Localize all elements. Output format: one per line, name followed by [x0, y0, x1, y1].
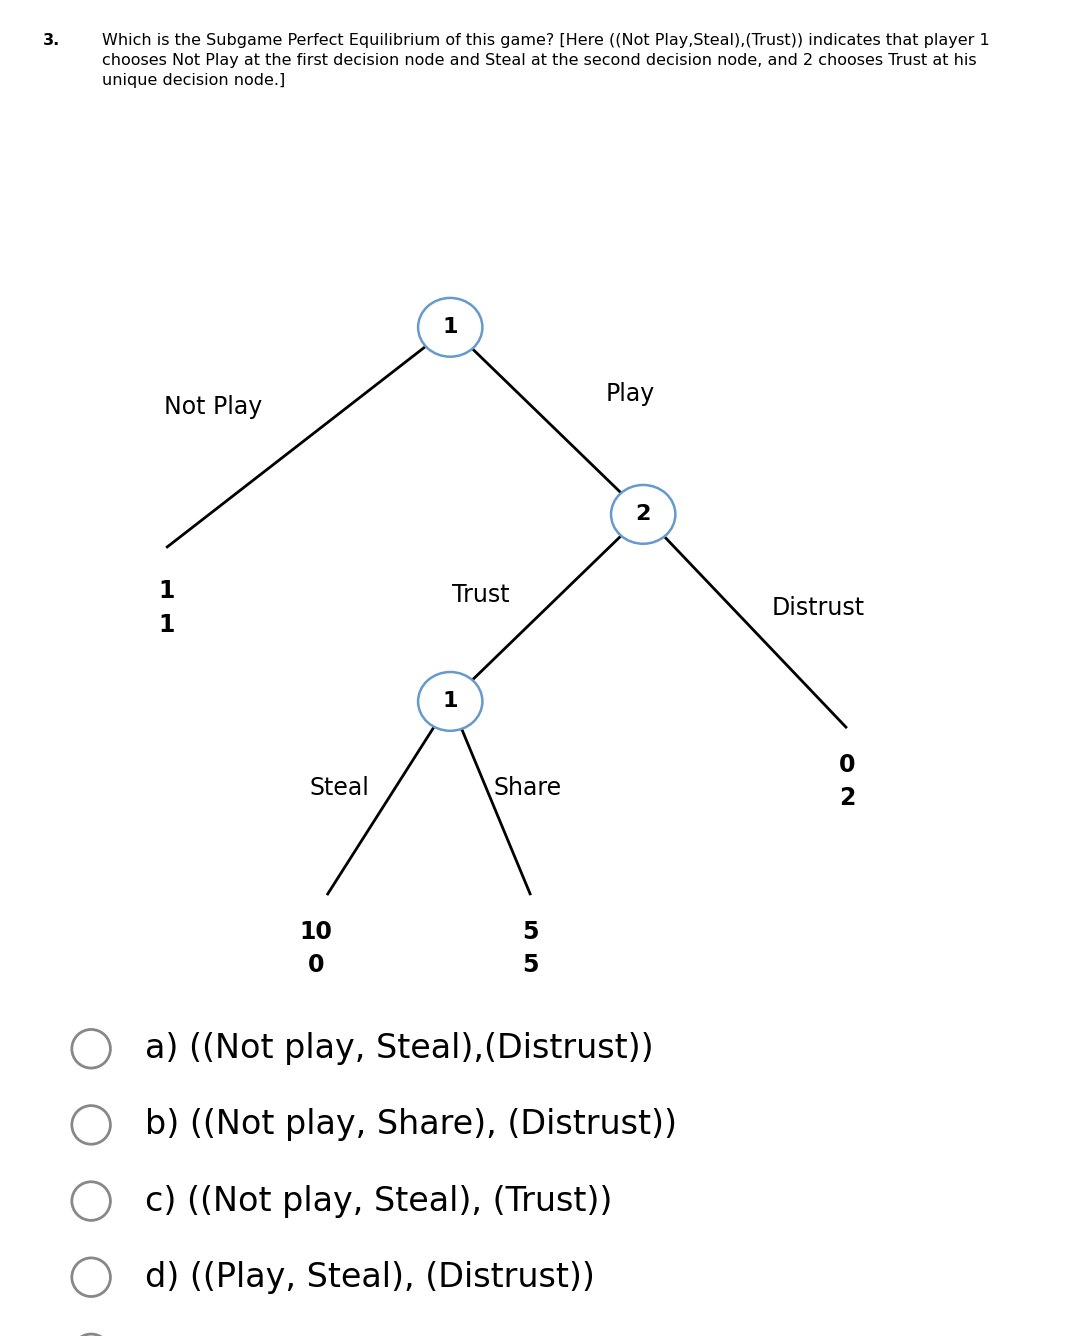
- Ellipse shape: [611, 485, 675, 544]
- Text: Steal: Steal: [310, 776, 370, 800]
- Ellipse shape: [72, 1106, 110, 1144]
- Text: 3.: 3.: [43, 33, 60, 48]
- Ellipse shape: [72, 1259, 110, 1296]
- Text: 1: 1: [443, 692, 458, 711]
- Ellipse shape: [72, 1030, 110, 1067]
- Text: 0: 0: [308, 954, 325, 977]
- Text: a) ((Not play, Steal),(Distrust)): a) ((Not play, Steal),(Distrust)): [145, 1033, 653, 1065]
- Ellipse shape: [418, 298, 482, 357]
- Text: d) ((Play, Steal), (Distrust)): d) ((Play, Steal), (Distrust)): [145, 1261, 595, 1293]
- Text: 1: 1: [158, 613, 175, 636]
- Text: c) ((Not play, Steal), (Trust)): c) ((Not play, Steal), (Trust)): [145, 1185, 612, 1217]
- Ellipse shape: [418, 672, 482, 731]
- Text: b) ((Not play, Share), (Distrust)): b) ((Not play, Share), (Distrust)): [145, 1109, 676, 1141]
- Text: Not Play: Not Play: [164, 395, 263, 420]
- Text: 10: 10: [300, 921, 332, 943]
- Text: Trust: Trust: [451, 582, 509, 607]
- Text: Which is the Subgame Perfect Equilibrium of this game? [Here ((Not Play,Steal),(: Which is the Subgame Perfect Equilibrium…: [102, 33, 989, 88]
- Text: 1: 1: [158, 580, 175, 603]
- Text: 5: 5: [522, 954, 539, 977]
- Ellipse shape: [72, 1182, 110, 1220]
- Text: 0: 0: [838, 754, 855, 776]
- Text: Share: Share: [493, 776, 562, 800]
- Text: 1: 1: [443, 318, 458, 337]
- Text: 2: 2: [838, 787, 855, 810]
- Text: Play: Play: [606, 382, 655, 406]
- Ellipse shape: [72, 1335, 110, 1336]
- Text: 2: 2: [636, 505, 651, 524]
- Text: Distrust: Distrust: [772, 596, 865, 620]
- Text: 5: 5: [522, 921, 539, 943]
